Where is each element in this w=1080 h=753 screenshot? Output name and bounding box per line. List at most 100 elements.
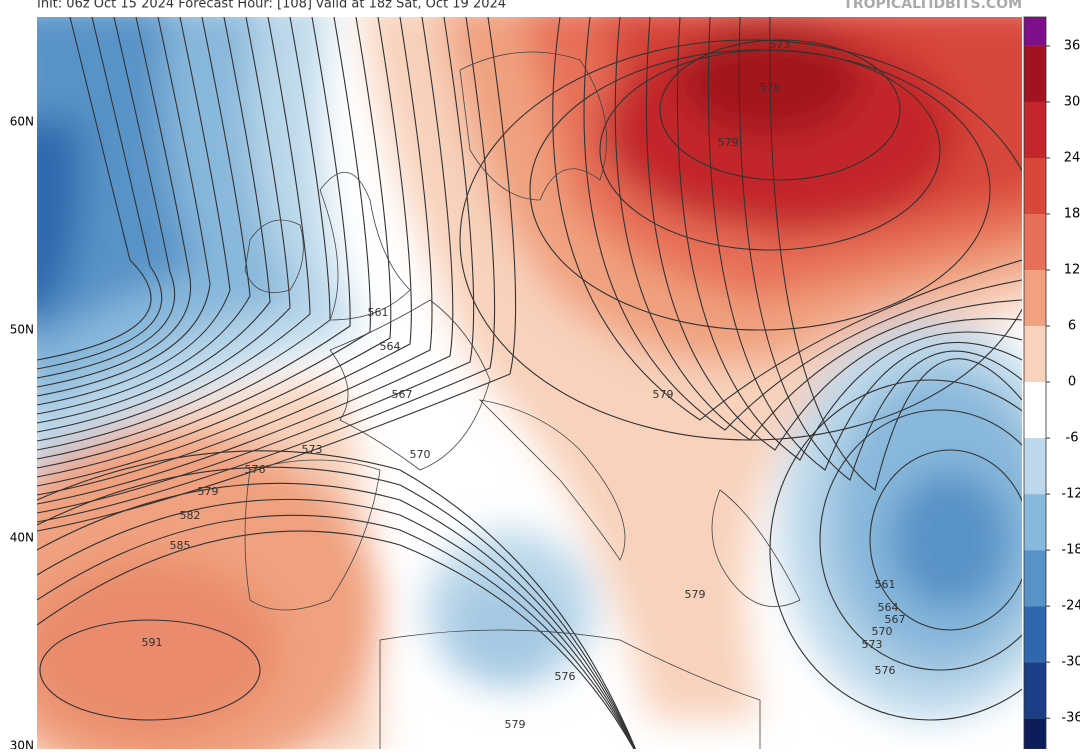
contour [37,17,517,532]
contour-label: 579 [198,485,219,498]
colorbar-segment [1024,101,1046,158]
contour [39,619,261,721]
contour [37,17,271,424]
colorbar-segment [1024,438,1046,495]
colorbar-segment [1024,326,1046,383]
contour-label: 573 [770,38,791,51]
contour [37,17,412,487]
latitude-label: 40N [10,531,34,545]
contour [614,17,1022,441]
contour [37,482,636,749]
contour [529,49,991,331]
latitude-labels: 60N 50N 40N 30N [10,115,34,753]
contour-label: 567 [392,388,413,401]
contour [37,17,392,478]
colorbar-segment [1024,606,1046,663]
contour [659,39,901,181]
height-contours [37,17,1022,749]
contour-label: 576 [245,463,266,476]
contour-label: 585 [170,539,191,552]
colorbar-segment [1024,718,1046,749]
contour [645,17,1022,451]
colorbar: 36 30 24 18 12 6 0 -6 -12 -18 -24 -30 -36 [1023,16,1080,750]
coastlines [244,51,801,749]
colorbar-label: -12 [1061,487,1080,502]
colorbar-segment [1024,382,1046,439]
contour-labels: 5735765795615645675705735765795825855915… [142,38,906,731]
contour [37,466,636,749]
contour [819,409,1022,671]
contour [37,17,433,496]
contour [37,17,311,442]
contour-label: 576 [875,664,896,677]
colorbar-label: -30 [1061,655,1080,670]
contour-label: 573 [302,443,323,456]
contour-label: 561 [875,578,896,591]
colorbar-label: 12 [1064,263,1080,278]
colorbar-label: 0 [1068,375,1076,390]
contour [37,17,192,388]
contour [869,449,1022,631]
contour-label: 564 [878,601,899,614]
contour-label: 576 [760,81,781,94]
colorbar-label: -6 [1066,431,1079,446]
colorbar-segment [1024,550,1046,607]
header-info: Init: 06z Oct 15 2024 Forecast Hour: [10… [37,0,506,12]
contour [37,530,635,749]
latitude-label: 30N [10,739,34,750]
colorbar-segment [1024,270,1046,327]
contour [676,17,1022,461]
latitude-label: 60N [10,115,34,129]
contour-label: 573 [862,638,883,651]
colorbar-label: -36 [1061,711,1080,726]
contour [37,17,176,379]
contour-label: 564 [380,340,401,353]
colorbar-label: 24 [1064,150,1080,165]
contour [37,17,454,505]
contour-label: 591 [142,636,163,649]
contour [37,17,152,361]
contour [37,514,635,749]
contour-label: 570 [410,448,431,461]
contour-label: 579 [653,388,674,401]
colorbar-label: 18 [1064,207,1080,222]
colorbar-segment [1024,17,1046,46]
contour-label: 582 [180,509,201,522]
contour [552,17,1022,421]
colorbar-label: -18 [1061,543,1080,558]
contour-label: 570 [872,625,893,638]
contour-label: 567 [885,613,906,626]
contour-label: 561 [368,306,389,319]
contour [37,17,251,415]
contour [769,17,1022,491]
colorbar-segment [1024,494,1046,551]
contour [37,498,636,749]
colorbar-segment [1024,45,1046,102]
contour [37,17,211,397]
contour [37,17,163,370]
contour [37,17,351,460]
contour-label: 579 [505,718,526,731]
colorbar-segment [1024,157,1046,215]
colorbar-segment [1024,662,1046,719]
colorbar-segment [1024,214,1046,271]
contour [37,17,496,523]
latitude-label: 50N [10,323,34,337]
contour [37,450,637,749]
contour [769,379,1022,721]
colorbar-label: 6 [1068,319,1076,334]
contour-label: 576 [555,670,576,683]
contour [583,17,1022,431]
contour [738,17,1022,481]
contour-label: 579 [685,588,706,601]
colorbar-label: 36 [1064,38,1080,53]
colorbar-label: -24 [1061,599,1080,614]
contour [37,17,475,514]
contour-label: 579 [718,136,739,149]
contour [37,17,291,433]
colorbar-label: 30 [1064,94,1080,109]
contour [707,17,1022,471]
